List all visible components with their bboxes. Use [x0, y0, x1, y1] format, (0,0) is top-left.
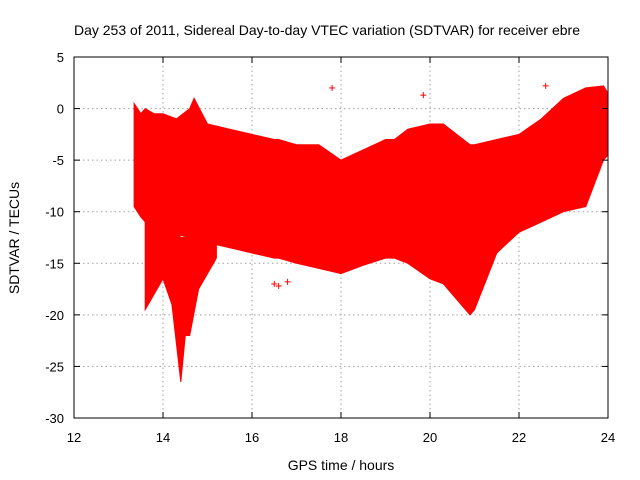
y-tick-labels: 5 0 -5 -10 -15 -20 -25 -30 — [45, 50, 64, 426]
outlier-point — [420, 92, 427, 99]
y-tick-label: -25 — [45, 359, 64, 374]
outlier-point — [271, 280, 278, 287]
outlier-point — [542, 82, 549, 89]
x-tick-label: 22 — [512, 430, 526, 445]
data-band — [144, 221, 217, 382]
outlier-point — [275, 282, 282, 289]
y-tick-label: 0 — [57, 102, 64, 117]
outlier-point — [329, 84, 336, 91]
y-tick-label: -20 — [45, 308, 64, 323]
x-tick-label: 24 — [601, 430, 615, 445]
chart-title: Day 253 of 2011, Sidereal Day-to-day VTE… — [74, 22, 580, 38]
axis-ticks — [73, 56, 609, 419]
x-tick-label: 16 — [245, 430, 259, 445]
x-tick-label: 14 — [156, 430, 170, 445]
outlier-point — [284, 278, 291, 285]
x-tick-label: 18 — [334, 430, 348, 445]
y-tick-label: -5 — [52, 153, 64, 168]
data-bands — [133, 85, 609, 382]
y-tick-label: -30 — [45, 411, 64, 426]
y-tick-label: -10 — [45, 205, 64, 220]
x-axis-label: GPS time / hours — [288, 457, 395, 473]
x-tick-labels: 12 14 16 18 20 22 24 — [67, 430, 615, 445]
x-tick-label: 20 — [423, 430, 437, 445]
y-tick-label: 5 — [57, 50, 64, 65]
data-markers — [271, 82, 549, 289]
y-axis-label: SDTVAR / TECUs — [6, 182, 22, 294]
y-tick-label: -15 — [45, 256, 64, 271]
data-band — [133, 85, 609, 316]
x-tick-label: 12 — [67, 430, 81, 445]
